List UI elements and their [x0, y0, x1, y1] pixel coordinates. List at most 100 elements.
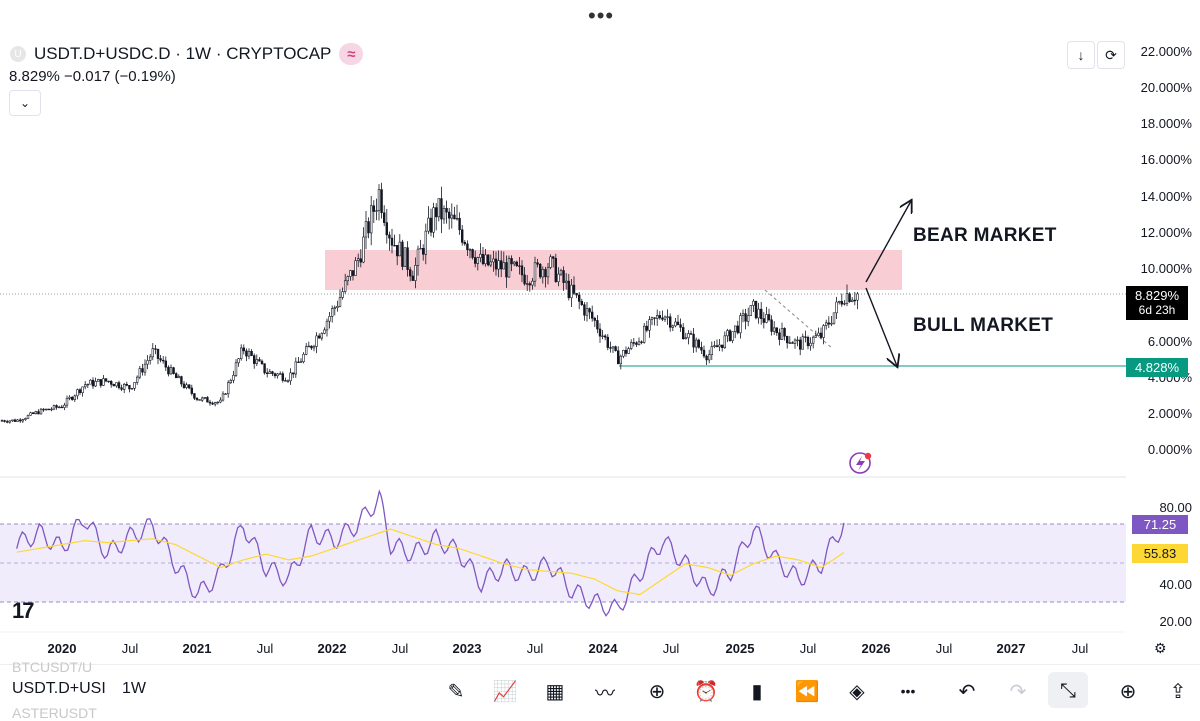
candle-body — [694, 339, 698, 348]
candle-body — [175, 373, 178, 379]
toolbar-symbol[interactable]: USDT.D+USI — [12, 680, 106, 697]
price-axis-label: 0.000% — [1147, 442, 1192, 457]
candle-body — [177, 376, 180, 379]
candle-body — [341, 291, 344, 298]
candle-body — [502, 262, 505, 270]
candle-body — [619, 355, 623, 365]
rsi-ma-line — [16, 528, 845, 596]
candle-body — [130, 387, 134, 390]
collapse-legend-button[interactable]: ⌄ — [9, 90, 41, 116]
candle-body — [297, 361, 300, 363]
candle-body — [736, 325, 740, 334]
candle-body — [536, 262, 539, 265]
candle-body — [312, 346, 316, 349]
symbol-title[interactable]: USDT.D+USDC.D · 1W · CRYPTOCAP — [34, 44, 332, 63]
collapse-icon[interactable]: ⤡ — [1060, 679, 1076, 702]
candle-body — [453, 214, 456, 220]
alert-clock-icon[interactable]: ⏰ — [693, 680, 719, 703]
candle-body — [692, 333, 695, 348]
fullscreen-button[interactable]: ⟳ — [1097, 41, 1125, 69]
candle-body — [562, 270, 565, 283]
indicators-icon[interactable]: 📈 — [492, 680, 518, 703]
candle-body — [544, 269, 547, 278]
more-icon[interactable]: ••• — [900, 683, 916, 699]
candle-body — [702, 349, 706, 357]
candle-body — [546, 267, 550, 278]
candle-body — [208, 401, 212, 404]
share-icon[interactable]: ⇪ — [1169, 680, 1187, 703]
chart-canvas[interactable] — [0, 0, 1200, 664]
candle-body — [603, 335, 607, 338]
candle-body — [24, 418, 27, 420]
candle-body — [759, 308, 763, 319]
candle-body — [780, 328, 784, 340]
candle-body — [492, 258, 495, 263]
price-axis-label: 14.000% — [1140, 189, 1192, 204]
replay-icon[interactable]: ⏪ — [794, 680, 820, 703]
candle-body — [697, 339, 701, 348]
candle-body — [671, 325, 675, 328]
candle-body — [232, 375, 235, 381]
layout-grid-icon[interactable]: ▦ — [545, 680, 565, 703]
zoom-icon[interactable]: ⊕ — [1119, 680, 1137, 703]
candle-body — [141, 368, 144, 373]
candle-body — [260, 360, 264, 364]
settings-gear-icon[interactable]: ⚙ — [1154, 640, 1167, 656]
candle-body — [0, 420, 4, 422]
candle-body — [655, 315, 659, 319]
candle-body — [349, 270, 352, 277]
candle-body — [468, 249, 472, 251]
candle-body — [596, 320, 599, 330]
candle-body — [843, 303, 846, 305]
candle-body — [55, 405, 58, 408]
price-axis-label: 10.000% — [1140, 261, 1192, 276]
compare-icon[interactable]: 〰 — [595, 682, 615, 705]
candle-body — [507, 258, 511, 278]
toolbar-timeframe[interactable]: 1W — [122, 680, 146, 697]
candle-body — [125, 383, 129, 386]
candle-body — [684, 337, 688, 340]
candle-body — [136, 376, 139, 383]
candle-body — [18, 419, 22, 422]
candle-body — [515, 261, 519, 267]
candle-body — [746, 315, 750, 322]
draw-icon[interactable]: ✎ — [447, 680, 465, 703]
candle-body — [824, 322, 828, 326]
candle-body — [320, 333, 323, 339]
time-axis-label: Jul — [526, 641, 544, 656]
candle-body — [325, 320, 329, 331]
candle-body — [201, 397, 204, 401]
layers-icon[interactable]: ◈ — [849, 680, 865, 703]
candles-icon[interactable]: ▮ — [751, 680, 763, 703]
candle-body — [614, 346, 617, 352]
bottom-toolbar — [0, 664, 1200, 721]
exchange-badge-icon[interactable]: ≈ — [339, 43, 364, 65]
candle-body — [497, 260, 500, 270]
redo-icon[interactable]: ↷ — [1009, 680, 1027, 703]
candle-body — [723, 335, 727, 348]
candle-body — [369, 205, 373, 234]
candle-body — [637, 341, 641, 345]
candle-body — [822, 325, 825, 338]
candle-body — [182, 383, 186, 388]
undo-icon[interactable]: ↶ — [958, 680, 976, 703]
candle-body — [726, 330, 729, 337]
candle-body — [440, 198, 443, 220]
candle-body — [679, 324, 682, 328]
candle-body — [315, 335, 318, 347]
candle-body — [107, 380, 110, 383]
time-axis-label: Jul — [799, 641, 817, 656]
candle-body — [86, 383, 90, 386]
top-menu-icon[interactable]: ••• — [588, 3, 615, 28]
candle-body — [687, 333, 690, 339]
candle-body — [240, 347, 243, 359]
candle-body — [382, 212, 386, 223]
candle-body — [783, 328, 786, 337]
download-button[interactable]: ↓ — [1067, 41, 1095, 69]
bull-market-label: BULL MARKET — [913, 315, 1054, 336]
candle-body — [317, 335, 321, 339]
price-axis-label: 18.000% — [1140, 116, 1192, 131]
candle-body — [765, 314, 768, 323]
candle-body — [76, 389, 79, 397]
add-icon[interactable]: ⊕ — [648, 680, 666, 703]
